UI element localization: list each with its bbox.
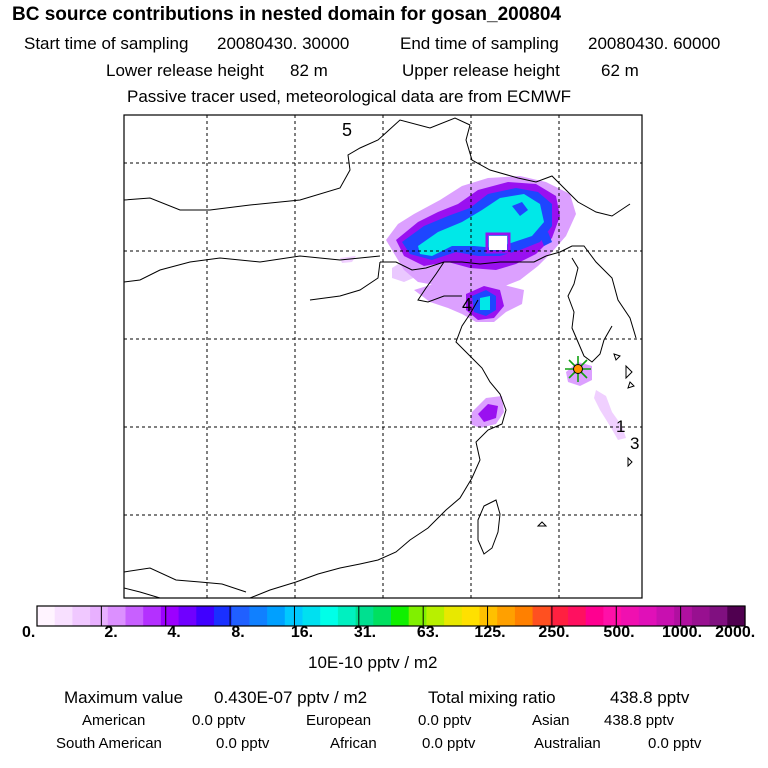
colorbar-label-500: 500. <box>603 624 635 641</box>
start-time-value: 20080430. 30000 <box>217 34 350 53</box>
region-name: Australian <box>534 735 601 752</box>
colorbar-swatch <box>709 606 728 626</box>
region-value: 0.0 pptv <box>648 735 702 752</box>
colorbar-swatch <box>54 606 73 626</box>
region-name: African <box>330 735 377 752</box>
colorbar-label-1000: 1000. <box>661 624 703 641</box>
lower-release-value: 82 m <box>290 61 328 80</box>
end-time-label: End time of sampling <box>400 34 559 53</box>
region-name: Asian <box>532 712 570 729</box>
map-content <box>124 115 642 598</box>
colorbar-swatch <box>373 606 392 626</box>
colorbar-swatch <box>514 606 534 626</box>
colorbar-swatch <box>72 606 91 626</box>
map-number-1: 1 <box>616 417 625 436</box>
colorbar-swatch <box>585 606 604 626</box>
colorbar-label-250: 250. <box>538 624 570 641</box>
colorbar-swatch <box>444 606 463 626</box>
coastlines <box>124 117 637 598</box>
region-name: American <box>82 712 146 729</box>
colorbar-swatch <box>497 606 516 626</box>
lower-release-label: Lower release height <box>106 61 264 80</box>
colorbar-swatch <box>160 606 180 626</box>
colorbar-label-2000: 2000. <box>715 624 756 641</box>
start-time-label: Start time of sampling <box>24 34 189 53</box>
colorbar-label-2: 2. <box>104 624 118 641</box>
lat-lon-grid <box>124 115 642 598</box>
colorbar-ticks <box>100 606 682 626</box>
map-frame <box>123 114 643 599</box>
colorbar-frame <box>36 605 746 627</box>
colorbar-swatch <box>727 606 746 626</box>
colorbar-swatch <box>408 606 427 626</box>
max-value-label: Maximum value <box>64 688 184 707</box>
region-value: 438.8 pptv <box>604 712 675 729</box>
colorbar-swatch <box>638 606 658 626</box>
colorbar-swatch <box>214 606 233 626</box>
colorbar-swatch <box>284 606 304 626</box>
colorbar-swatch <box>550 606 569 626</box>
region-value: 0.0 pptv <box>216 735 270 752</box>
colorbar-swatch <box>196 606 215 626</box>
colorbar-swatch <box>391 606 410 626</box>
colorbar-swatch <box>532 606 551 626</box>
colorbar-swatch <box>674 606 693 626</box>
region-name: South American <box>56 735 162 752</box>
colorbar-swatch <box>143 606 162 626</box>
colorbar-swatch <box>302 606 321 626</box>
map-number-5: 5 <box>342 120 352 140</box>
colorbar-label-16: 16. <box>290 624 314 641</box>
colorbar-label-0: 0. <box>22 624 36 641</box>
region-value: 0.0 pptv <box>192 712 246 729</box>
colorbar-swatch <box>426 606 445 626</box>
colorbar-swatch <box>107 606 127 626</box>
colorbar-swatch <box>355 606 374 626</box>
max-value: 0.430E-07 pptv / m2 <box>214 688 368 707</box>
colorbar-swatch <box>656 606 675 626</box>
colorbar-label-4: 4. <box>167 624 181 641</box>
tracer-note: Passive tracer used, meteorological data… <box>127 87 572 106</box>
colorbar-label-31: 31. <box>353 624 377 641</box>
colorbar-label-63: 63. <box>416 624 440 641</box>
region-value: 0.0 pptv <box>422 735 476 752</box>
total-mixing-value: 438.8 pptv <box>610 688 690 707</box>
colorbar-swatch <box>125 606 144 626</box>
map-number-3: 3 <box>630 434 639 453</box>
colorbar-swatch <box>479 606 498 626</box>
colorbar-swatch <box>231 606 250 626</box>
region-value: 0.0 pptv <box>418 712 472 729</box>
colorbar <box>37 606 746 626</box>
colorbar-unit: 10E-10 pptv / m2 <box>308 653 438 672</box>
colorbar-label-125: 125. <box>474 624 506 641</box>
colorbar-swatch <box>337 606 357 626</box>
colorbar-swatch <box>90 606 109 626</box>
colorbar-label-8: 8. <box>231 624 245 641</box>
upper-release-label: Upper release height <box>402 61 560 80</box>
total-mixing-label: Total mixing ratio <box>428 688 556 707</box>
plot-title: BC source contributions in nested domain… <box>12 4 562 25</box>
map-number-4: 4 <box>462 295 472 315</box>
colorbar-swatch <box>691 606 711 626</box>
receptor-star-icon <box>565 356 591 382</box>
colorbar-swatch <box>320 606 339 626</box>
colorbar-swatch <box>249 606 268 626</box>
colorbar-swatch <box>267 606 286 626</box>
region-name: European <box>306 712 372 729</box>
colorbar-swatch <box>37 606 56 626</box>
end-time-value: 20080430. 60000 <box>588 34 721 53</box>
colorbar-swatch <box>603 606 622 626</box>
colorbar-swatch <box>461 606 481 626</box>
colorbar-swatch <box>621 606 640 626</box>
colorbar-swatch <box>568 606 587 626</box>
upper-release-value: 62 m <box>601 61 639 80</box>
colorbar-swatch <box>178 606 197 626</box>
